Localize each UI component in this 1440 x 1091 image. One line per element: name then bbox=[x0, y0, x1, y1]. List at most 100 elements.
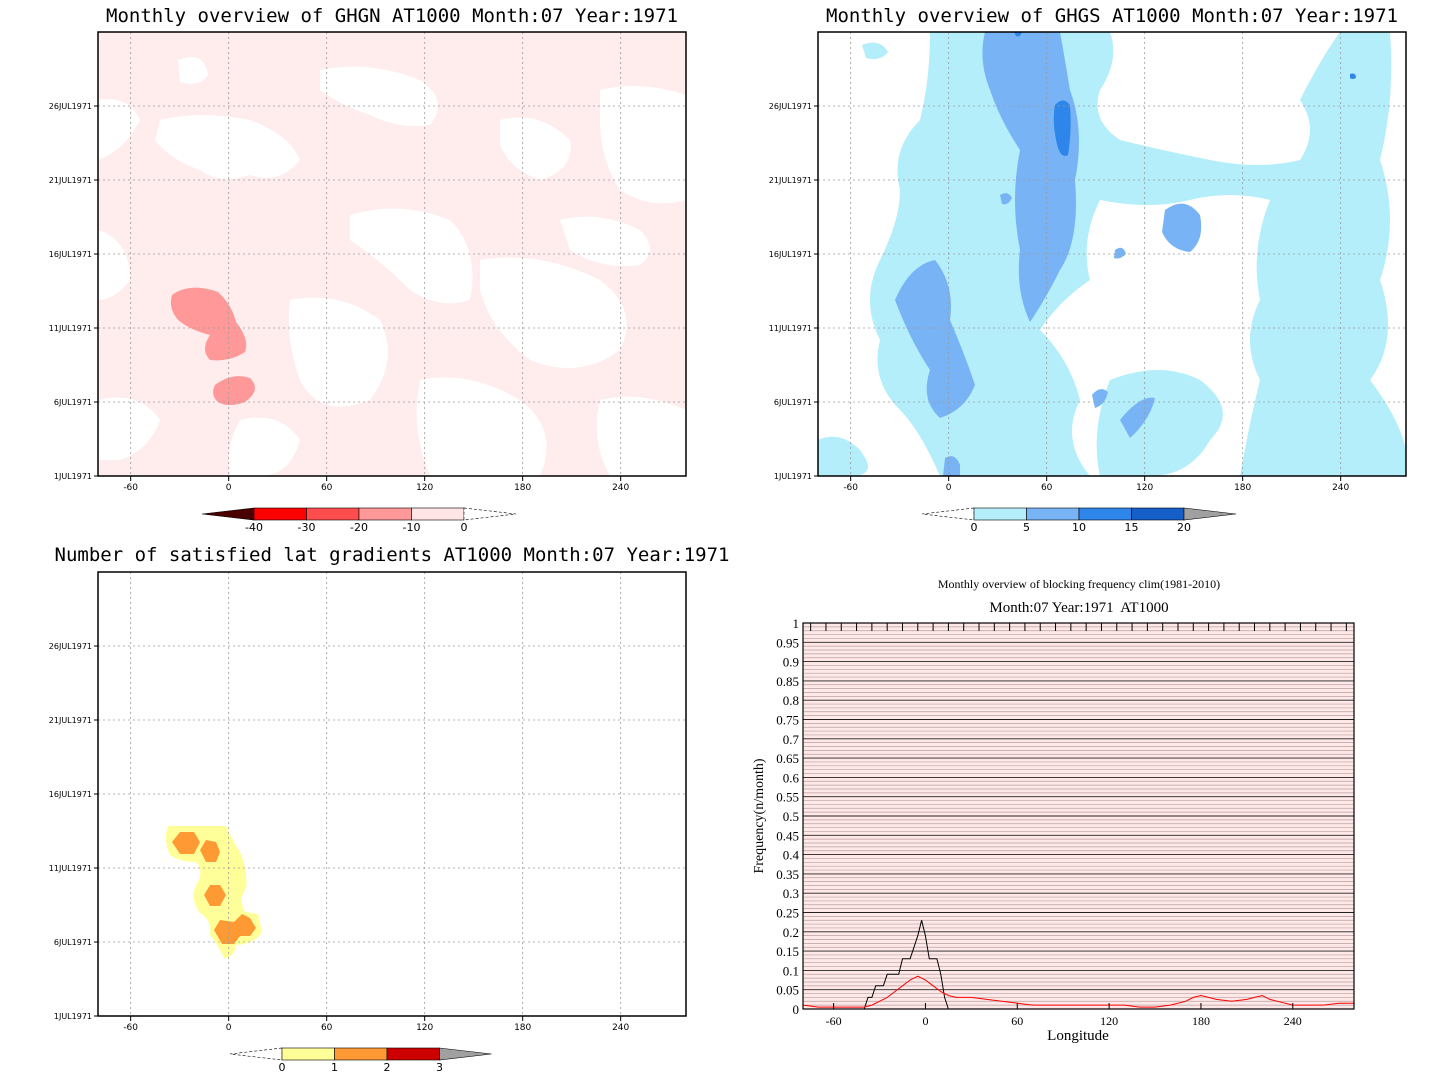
colorbar-segment bbox=[1026, 507, 1080, 521]
ghgs-fill-10-15-region bbox=[1350, 73, 1356, 79]
x-tick-label: -60 bbox=[123, 1023, 138, 1033]
x-tick-label: 120 bbox=[1100, 1014, 1118, 1028]
y-tick-label: 11JUL1971 bbox=[49, 864, 92, 873]
y-tick-label: 26JUL1971 bbox=[49, 642, 92, 651]
y-tick-label: 0.45 bbox=[776, 828, 799, 843]
blocking-y-axis: 0 0.05 0.1 0.15 0.2 0.25 0.3 0.35 0.4 0.45 0.5 0.55… bbox=[776, 616, 799, 1017]
colorbar-label: 20 bbox=[1177, 521, 1191, 534]
colorbar-label: 5 bbox=[1023, 521, 1030, 534]
ghgs-contour-field bbox=[818, 32, 1406, 476]
colorbar-segment bbox=[253, 507, 307, 521]
blocking-fine-gridlines bbox=[803, 626, 1354, 1006]
colorbar-label: 15 bbox=[1125, 521, 1139, 534]
lat-gradients-fill-two-region bbox=[200, 840, 220, 862]
colorbar-segment bbox=[386, 1047, 440, 1061]
blocking-chart-subtitle: Month:07 Year:1971 AT1000 bbox=[989, 600, 1168, 616]
colorbar-high-arrow bbox=[1183, 507, 1237, 521]
ghgn-colorbar: -40 -30 -20 -10 0 bbox=[201, 507, 517, 534]
ghgn-fill-zero-patch bbox=[98, 230, 130, 300]
colorbar-high-arrow bbox=[463, 507, 517, 521]
x-tick-label: 240 bbox=[612, 1023, 629, 1033]
y-tick-label: 0.7 bbox=[783, 732, 800, 747]
ghgn-fill-zero-patch bbox=[350, 208, 473, 304]
y-tick-label: 0.4 bbox=[783, 848, 800, 863]
y-tick-label: 0 bbox=[793, 1002, 800, 1017]
y-tick-label: 6JUL1971 bbox=[774, 398, 812, 407]
blocking-series-lines bbox=[803, 920, 1354, 1009]
blocking-chart-title: Monthly overview of blocking frequency c… bbox=[938, 577, 1220, 591]
ghgn-fill-zero-patch bbox=[480, 257, 627, 368]
x-tick-label: 120 bbox=[1136, 483, 1153, 493]
series-line bbox=[803, 920, 1354, 1009]
colorbar-segment bbox=[306, 507, 360, 521]
blocking-frequency-panel: Monthly overview of blocking frequency c… bbox=[752, 577, 1355, 1044]
x-tick-label: 60 bbox=[1011, 1014, 1023, 1028]
y-tick-label: 21JUL1971 bbox=[769, 176, 812, 185]
colorbar-label: 3 bbox=[436, 1061, 443, 1074]
y-tick-label: 0.1 bbox=[783, 963, 799, 978]
ghgn-fill-zero-patch bbox=[288, 297, 388, 407]
ghgs-x-axis: -60 0 60 120 180 240 bbox=[843, 476, 1350, 493]
y-tick-label: 11JUL1971 bbox=[49, 324, 92, 333]
y-tick-label: 0.9 bbox=[783, 655, 799, 670]
x-tick-label: 240 bbox=[612, 483, 629, 493]
ghgn-fill-zero-patch bbox=[500, 117, 571, 180]
y-tick-label: 6JUL1971 bbox=[54, 938, 92, 947]
ghgs-fill-0-5-region bbox=[870, 32, 1406, 476]
y-tick-label: 1JUL1971 bbox=[54, 1012, 92, 1021]
lat-gradients-colorbar: 0 1 2 3 bbox=[229, 1047, 492, 1074]
y-tick-label: 1 bbox=[793, 616, 800, 631]
y-tick-label: 1JUL1971 bbox=[54, 472, 92, 481]
y-tick-label: 0.95 bbox=[776, 635, 799, 650]
ghgn-fill-zero-patch bbox=[596, 396, 686, 476]
colorbar-segment bbox=[1131, 507, 1185, 521]
ghgs-fill-0-5-region bbox=[1096, 370, 1223, 476]
x-tick-label: 180 bbox=[1234, 483, 1251, 493]
lat-gradients-panel: Number of satisfied lat gradients AT1000… bbox=[49, 544, 730, 1074]
y-tick-label: 21JUL1971 bbox=[49, 176, 92, 185]
lat-gradients-gridlines bbox=[98, 572, 686, 1016]
x-tick-label: 60 bbox=[1041, 483, 1053, 493]
colorbar-low-arrow bbox=[921, 507, 975, 521]
series-line bbox=[803, 975, 1354, 1008]
y-tick-label: 0.8 bbox=[783, 693, 799, 708]
x-tick-label: -60 bbox=[843, 483, 858, 493]
lat-gradients-fill-background bbox=[98, 572, 686, 1016]
x-tick-label: 0 bbox=[226, 483, 232, 493]
lat-gradients-fill-two-region bbox=[204, 885, 226, 906]
colorbar-label: 0 bbox=[279, 1061, 286, 1074]
ghgn-fill-zero-patch bbox=[228, 417, 300, 476]
ghgs-fill-5-10-region bbox=[895, 260, 975, 418]
y-tick-label: 0.55 bbox=[776, 790, 799, 805]
ghgn-fill-zero-patch bbox=[98, 99, 140, 160]
y-tick-label: 11JUL1971 bbox=[769, 324, 812, 333]
x-tick-label: 60 bbox=[321, 483, 333, 493]
ghgs-y-axis: 1JUL1971 6JUL1971 11JUL1971 16JUL1971 21JUL1… bbox=[769, 102, 818, 481]
ghgs-fill-5-10-region bbox=[1092, 389, 1108, 408]
ghgn-fill-zero-patch bbox=[178, 57, 208, 84]
blocking-major-gridlines bbox=[803, 641, 1354, 991]
ghgn-fill-zero-patch bbox=[560, 216, 650, 266]
y-tick-label: 16JUL1971 bbox=[49, 790, 92, 799]
colorbar-label: -10 bbox=[403, 521, 421, 534]
ghgs-panel: Monthly overview of GHGS AT1000 Month:07… bbox=[769, 5, 1407, 534]
colorbar-segment bbox=[334, 1047, 388, 1061]
blocking-x-axis: -60 0 60 120 180 240 bbox=[826, 1003, 1302, 1028]
y-tick-label: 0.75 bbox=[776, 713, 799, 728]
x-tick-label: 180 bbox=[514, 483, 531, 493]
lat-gradients-title: Number of satisfied lat gradients AT1000… bbox=[55, 544, 730, 566]
blocking-y-axis-label: Frequency(n/month) bbox=[752, 758, 767, 873]
ghgs-title: Monthly overview of GHGS AT1000 Month:07… bbox=[826, 5, 1398, 27]
lat-gradients-y-axis: 1JUL1971 6JUL1971 11JUL1971 16JUL1971 21JUL1… bbox=[49, 642, 98, 1021]
ghgs-fill-5-10-region bbox=[1000, 193, 1012, 205]
colorbar-high-arrow bbox=[439, 1047, 492, 1061]
colorbar-label: -30 bbox=[298, 521, 316, 534]
x-tick-label: 0 bbox=[922, 1014, 928, 1028]
ghgs-fill-5-10-region bbox=[1162, 203, 1202, 252]
x-tick-label: -60 bbox=[826, 1014, 842, 1028]
y-tick-label: 0.2 bbox=[783, 925, 799, 940]
y-tick-label: 0.15 bbox=[776, 944, 799, 959]
ghgs-gridlines bbox=[818, 32, 1406, 476]
x-tick-label: 120 bbox=[416, 1023, 433, 1033]
ghgn-fill-zero-patch bbox=[320, 66, 438, 127]
